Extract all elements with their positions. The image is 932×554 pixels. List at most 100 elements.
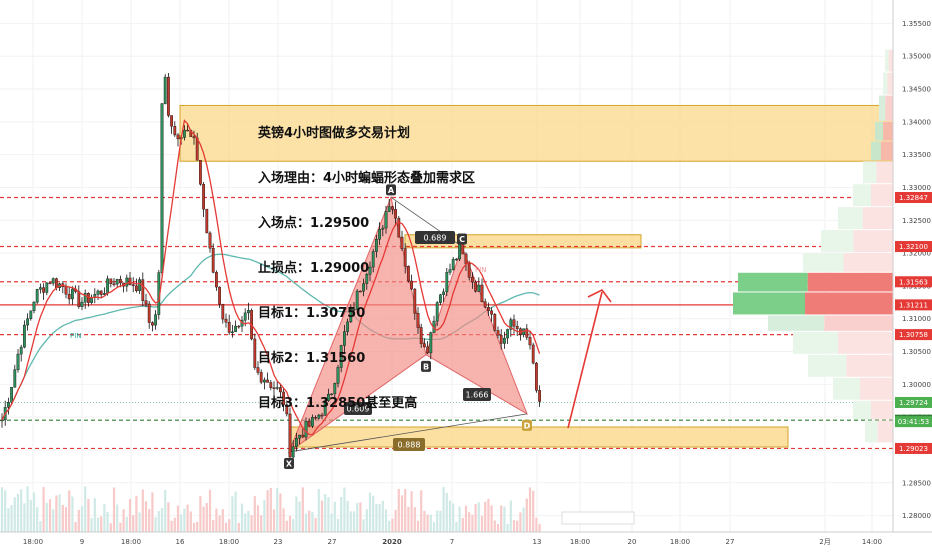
volume-bar: [103, 503, 106, 532]
y-tick-label: 1.31000: [902, 315, 931, 323]
volume-bar: [240, 503, 244, 532]
candle-body: [375, 239, 378, 252]
volume-bar: [388, 520, 391, 532]
volume-bar: [448, 500, 452, 532]
x-tick-label: 23: [274, 538, 283, 546]
volume-bar: [432, 522, 436, 532]
volume-bar: [333, 501, 336, 532]
candle-body: [515, 325, 519, 329]
candle-body: [330, 393, 333, 396]
y-tick-label: 1.30500: [902, 348, 931, 356]
y-tick-label: 1.28000: [902, 512, 931, 520]
x-tick-label: 2月: [819, 538, 830, 546]
volume-bar: [464, 505, 468, 532]
candle-body: [403, 248, 407, 267]
candle-body: [365, 274, 369, 284]
volume-bar: [151, 492, 154, 532]
candle-body: [359, 290, 362, 293]
price-tag: [895, 396, 932, 408]
pin-label: PIN: [475, 266, 487, 274]
candle-body: [490, 310, 493, 315]
trade-plan-annotation: 英镑4小时图做多交易计划 入场理由：4小时蝙蝠形态叠加需求区 入场点：1.295…: [258, 96, 475, 441]
candle-body: [182, 129, 186, 138]
candle-body: [163, 76, 167, 104]
volume-bar: [461, 518, 464, 532]
candle-body: [304, 421, 308, 438]
volume-bar: [20, 489, 23, 532]
volume-bar: [148, 508, 151, 532]
candle-body: [70, 288, 74, 300]
candle-body: [13, 369, 17, 388]
x-tick-label: 14:00: [862, 538, 882, 546]
volume-profile-sell: [871, 184, 893, 207]
volume-bar: [212, 520, 215, 532]
volume-bar: [404, 488, 407, 532]
volume-bar: [90, 518, 93, 532]
candle-body: [285, 404, 289, 415]
volume-bar: [167, 502, 170, 532]
candle-body: [6, 402, 10, 408]
volume-profile-buy: [738, 272, 808, 292]
volume-bar: [282, 508, 285, 532]
candle-body: [109, 278, 113, 285]
volume-bar: [144, 501, 148, 532]
candle-body: [314, 417, 317, 419]
price-tag: [895, 329, 932, 341]
volume-bar: [368, 492, 372, 532]
volume-bar: [215, 508, 218, 532]
volume-profile-buy: [803, 253, 844, 272]
volume-profile-buy: [885, 49, 889, 72]
volume-bar: [119, 522, 122, 532]
candle-body: [83, 292, 87, 303]
volume-bar: [154, 517, 157, 532]
price-tag-label: 1.31211: [899, 301, 928, 309]
candle-body: [506, 329, 509, 339]
volume-bar: [160, 508, 164, 532]
volume-bar: [100, 516, 103, 532]
candle-body: [198, 160, 202, 185]
candle-body: [483, 301, 487, 308]
volume-bar: [384, 509, 388, 532]
ratio-label: 0.888: [398, 441, 421, 450]
candle-body: [387, 206, 391, 212]
candle-body: [323, 400, 327, 416]
candle-body: [246, 310, 250, 314]
volume-bar: [356, 502, 359, 532]
volume-bar: [29, 499, 32, 532]
annotation-line-target3: 目标3：1.32850甚至更高: [258, 396, 418, 411]
volume-bar: [391, 518, 394, 532]
candle-body: [355, 290, 359, 310]
candle-body: [531, 344, 535, 364]
volume-bar: [272, 509, 276, 532]
volume-bar: [423, 510, 426, 532]
volume-profile-sell: [846, 354, 893, 377]
volume-bar: [308, 510, 311, 532]
candle-body: [336, 367, 340, 384]
volume-bar: [13, 497, 16, 532]
volume-bar: [279, 493, 282, 532]
candle-body: [29, 310, 33, 319]
candle-body: [64, 286, 68, 295]
y-tick-label: 1.35000: [902, 53, 931, 61]
volume-bar: [349, 511, 352, 532]
volume-bar: [36, 507, 39, 532]
candle-body: [77, 291, 81, 307]
y-tick-label: 1.30000: [902, 381, 931, 389]
volume-profile-sell: [885, 95, 893, 121]
volume-bar: [231, 496, 234, 532]
price-tag-label: 1.29724: [899, 399, 928, 407]
y-tick-label: 1.34500: [902, 86, 931, 94]
candle-body: [384, 211, 388, 229]
candle-body: [10, 387, 13, 403]
volume-bar: [157, 510, 160, 532]
volume-profile-sell: [887, 72, 893, 95]
volume-bar: [426, 514, 429, 532]
candle-body: [442, 291, 445, 295]
candle-body: [416, 313, 420, 328]
volume-bar: [183, 508, 186, 532]
volume-bar: [52, 509, 55, 532]
fast-moving-average: [1, 119, 541, 436]
volume-profile-sell: [871, 400, 893, 420]
volume-bar: [522, 507, 525, 532]
candle-body: [496, 330, 500, 336]
